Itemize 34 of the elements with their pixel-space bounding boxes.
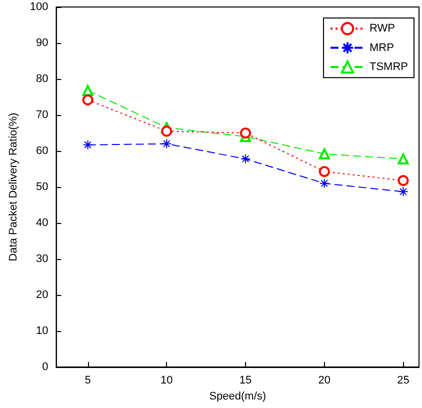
point	[318, 166, 330, 178]
point	[162, 138, 172, 149]
y-tick-label: 0	[42, 361, 48, 373]
point	[240, 154, 251, 164]
y-tick-label: 50	[36, 181, 48, 193]
y-tick-label: 30	[36, 253, 48, 265]
x-tick-label: 25	[397, 374, 410, 386]
point	[82, 94, 94, 106]
x-tick-label: 15	[239, 374, 252, 386]
point	[398, 175, 409, 186]
legend-label: RWP	[370, 22, 395, 35]
point	[82, 85, 94, 96]
point	[319, 178, 330, 188]
point	[398, 186, 408, 197]
y-tick-label: 100	[30, 1, 48, 13]
y-tick-label: 80	[36, 73, 48, 85]
point	[240, 128, 252, 138]
legend-label: MRP	[370, 42, 394, 54]
y-tick-label: 10	[36, 325, 48, 337]
x-axis-title: Speed(m/s)	[209, 390, 266, 402]
y-tick-label: 40	[36, 217, 48, 229]
point	[82, 140, 93, 150]
y-axis-title: Data Packet Delivery Ratio(%)	[8, 112, 20, 262]
point	[318, 148, 330, 160]
x-tick-label: 10	[160, 374, 173, 386]
legend-label: TSMRP	[370, 61, 408, 73]
point	[161, 126, 172, 137]
y-tick-label: 20	[36, 289, 48, 301]
y-tick-label: 60	[36, 145, 48, 157]
y-tick-label: 90	[36, 37, 48, 49]
x-tick-label: 5	[84, 374, 91, 386]
y-tick-label: 70	[36, 109, 48, 121]
x-tick-label: 20	[318, 374, 330, 386]
point	[398, 153, 409, 164]
